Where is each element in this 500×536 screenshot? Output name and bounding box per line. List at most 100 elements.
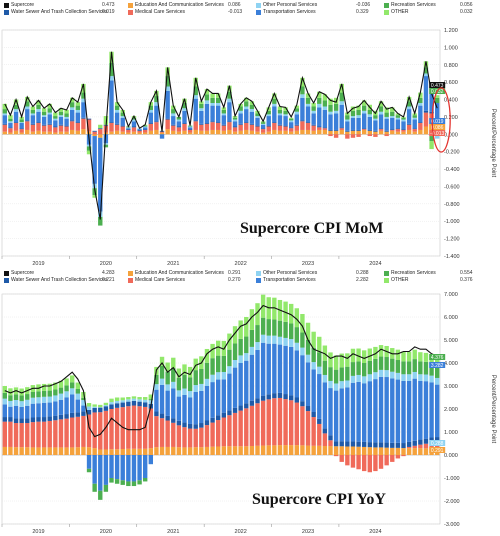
mom-bar-transportation-services	[176, 121, 182, 127]
yoy-bar-education-and-communication-services	[255, 445, 260, 455]
yoy-bar-other-personal-services	[120, 400, 125, 403]
mom-bar-medical-care-services	[13, 123, 19, 131]
mom-bar-medical-care-services	[120, 126, 125, 132]
yoy-y-tick-label: 5.000	[444, 338, 458, 344]
mom-bar-education-and-communication-services	[171, 130, 176, 135]
mom-legend-label: OTHER	[391, 9, 409, 15]
mom-bar-water-sewer-and-trash-collection-services	[148, 123, 153, 124]
yoy-bar-water-sewer-and-trash-collection-services	[401, 443, 406, 449]
yoy-bar-other	[109, 398, 114, 403]
yoy-bar-education-and-communication-services	[412, 448, 417, 455]
yoy-bar-medical-care-services	[249, 405, 255, 447]
mom-bar-other-personal-services	[255, 116, 260, 118]
mom-bar-medical-care-services	[367, 134, 372, 137]
mom-bar-transportation-services	[356, 117, 361, 130]
yoy-bar-recreation-services	[159, 365, 165, 379]
yoy-bar-other-personal-services	[356, 374, 361, 382]
mom-bar-recreation-services	[221, 109, 226, 114]
mom-bar-transportation-services	[345, 121, 350, 131]
mom-bar-other	[289, 117, 294, 119]
yoy-bar-other-personal-services	[19, 401, 24, 407]
yoy-bar-education-and-communication-services	[406, 448, 412, 455]
yoy-data-label: 0.288	[431, 441, 444, 447]
yoy-bar-transportation-services	[103, 455, 109, 485]
mom-bar-medical-care-services	[373, 134, 378, 137]
mom-bar-other-personal-services	[47, 112, 52, 115]
yoy-bar-other-personal-services	[114, 400, 120, 404]
mom-bar-other-personal-services	[19, 122, 24, 124]
mom-bar-recreation-services	[238, 106, 243, 111]
yoy-bar-medical-care-services	[333, 455, 339, 457]
yoy-bar-recreation-services	[294, 327, 299, 343]
yoy-bar-water-sewer-and-trash-collection-services	[92, 407, 97, 413]
yoy-bar-education-and-communication-services	[36, 447, 41, 455]
mom-bar-transportation-services	[311, 113, 316, 125]
yoy-bar-other	[418, 352, 423, 362]
yoy-bar-other	[249, 309, 255, 330]
mom-bar-transportation-services	[187, 127, 193, 130]
mom-data-label: 0.086	[431, 125, 444, 131]
mom-bar-other	[36, 100, 41, 105]
mom-bar-other-personal-services	[283, 114, 288, 117]
yoy-legend-value: 0.291	[228, 270, 241, 276]
mom-bar-other	[305, 93, 311, 98]
mom-legend-value: -0.036	[356, 2, 371, 8]
mom-bar-medical-care-services	[30, 124, 36, 132]
yoy-legend-other: OTHER	[384, 277, 409, 283]
yoy-bar-recreation-services	[75, 388, 80, 394]
yoy-bar-recreation-services	[187, 377, 193, 392]
yoy-bar-other-personal-services	[64, 391, 69, 398]
yoy-bar-other-personal-services	[165, 384, 170, 391]
yoy-legend-label: Education And Communication Services	[135, 270, 224, 276]
yoy-bar-medical-care-services	[289, 400, 294, 446]
yoy-bar-other	[232, 326, 238, 344]
yoy-bar-other-personal-services	[148, 400, 153, 404]
mom-bar-water-sewer-and-trash-collection-services	[238, 123, 243, 125]
mom-bar-medical-care-services	[58, 125, 64, 132]
mom-legend-value: 0.056	[460, 2, 473, 8]
mom-bar-transportation-services	[53, 120, 58, 127]
mom-bar-recreation-services	[260, 122, 266, 124]
mom-bar-transportation-services	[300, 97, 305, 121]
yoy-bar-water-sewer-and-trash-collection-services	[171, 418, 176, 423]
mom-bar-water-sewer-and-trash-collection-services	[216, 122, 221, 124]
yoy-bar-water-sewer-and-trash-collection-services	[159, 413, 165, 419]
yoy-bar-other-personal-services	[300, 347, 305, 356]
yoy-bar-other	[137, 397, 142, 400]
mom-data-label-box	[429, 118, 446, 124]
chart-yoy: 7.000 6.000 5.000 4.000 3.000 2.000 1.000 0.000…	[1, 292, 496, 535]
yoy-bar-transportation-services	[154, 389, 159, 412]
yoy-bar-other	[8, 388, 13, 396]
yoy-bar-other-personal-services	[2, 398, 7, 405]
yoy-bar-medical-care-services	[384, 455, 389, 466]
yoy-bar-education-and-communication-services	[300, 445, 305, 455]
mom-bar-education-and-communication-services	[322, 129, 328, 135]
mom-bar-medical-care-services	[300, 121, 305, 130]
mom-bar-transportation-services	[2, 115, 7, 124]
mom-y-tick-label: 0.800	[444, 63, 458, 69]
mom-bar-transportation-services	[131, 121, 137, 127]
yoy-bar-water-sewer-and-trash-collection-services	[25, 418, 30, 424]
mom-bar-other-personal-services	[25, 106, 30, 110]
yoy-bar-transportation-services	[227, 373, 232, 411]
yoy-bar-other	[165, 362, 170, 372]
yoy-bar-recreation-services	[378, 356, 384, 370]
yoy-bar-medical-care-services	[277, 397, 283, 446]
yoy-bar-transportation-services	[2, 404, 7, 418]
yoy-legend-education-and-communication-services: Education And Communication Services	[128, 270, 224, 276]
mom-bar-transportation-services	[182, 110, 187, 124]
mom-bar-medical-care-services	[41, 125, 47, 132]
yoy-bar-recreation-services	[255, 325, 260, 343]
yoy-bar-water-sewer-and-trash-collection-services	[395, 442, 401, 448]
yoy-bar-education-and-communication-services	[154, 447, 159, 455]
yoy-bar-recreation-services	[2, 392, 7, 399]
mom-bar-other	[13, 99, 19, 105]
mom-bar-other	[435, 95, 440, 98]
yoy-bar-water-sewer-and-trash-collection-services	[199, 423, 204, 428]
mom-bar-other-personal-services	[221, 113, 226, 116]
mom-bar-water-sewer-and-trash-collection-services	[266, 125, 271, 127]
mom-bar-medical-care-services	[171, 125, 176, 131]
yoy-bar-water-sewer-and-trash-collection-services	[272, 393, 277, 399]
mom-bar-water-sewer-and-trash-collection-services	[70, 120, 75, 122]
mom-bar-water-sewer-and-trash-collection-services	[305, 122, 311, 124]
